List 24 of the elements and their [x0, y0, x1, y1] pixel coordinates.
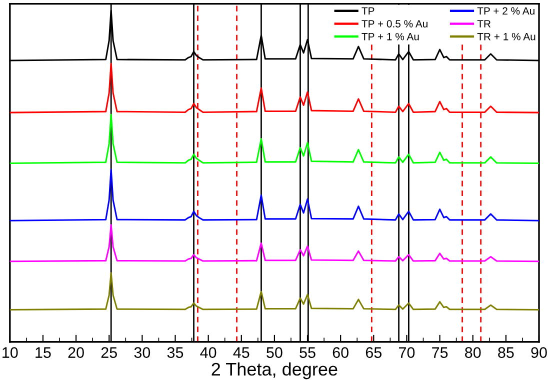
- x-tick-label: 60: [332, 347, 348, 358]
- legend-label: TR: [477, 20, 491, 28]
- x-axis-title: 2 Theta, degree: [212, 362, 338, 380]
- legend-label: TP + 2 % Au: [477, 7, 534, 15]
- x-tick-label: 85: [498, 347, 514, 358]
- x-tick-label: 50: [266, 347, 282, 358]
- x-tick-label: 35: [167, 347, 184, 358]
- x-tick-label: 25: [101, 347, 117, 358]
- x-tick-label: 55: [300, 347, 316, 358]
- x-tick-label: 20: [68, 347, 84, 358]
- legend-label: TP + 1 % Au: [362, 32, 419, 40]
- x-tick-label: 30: [134, 347, 150, 358]
- x-tick-label: 15: [36, 347, 51, 358]
- x-tick-label: 10: [2, 347, 18, 358]
- x-tick-label: 45: [233, 347, 250, 358]
- x-tick-label: 65: [366, 347, 382, 358]
- legend-label: TP: [362, 7, 374, 15]
- legend-label: TP + 0.5 % Au: [362, 20, 428, 28]
- x-tick-label: 90: [531, 347, 547, 358]
- x-tick-label: 75: [432, 347, 448, 358]
- x-tick-label: 70: [399, 347, 415, 358]
- legend-label: TR + 1 % Au: [477, 32, 536, 40]
- x-tick-label: 80: [465, 347, 481, 358]
- x-tick-label: 40: [200, 347, 216, 358]
